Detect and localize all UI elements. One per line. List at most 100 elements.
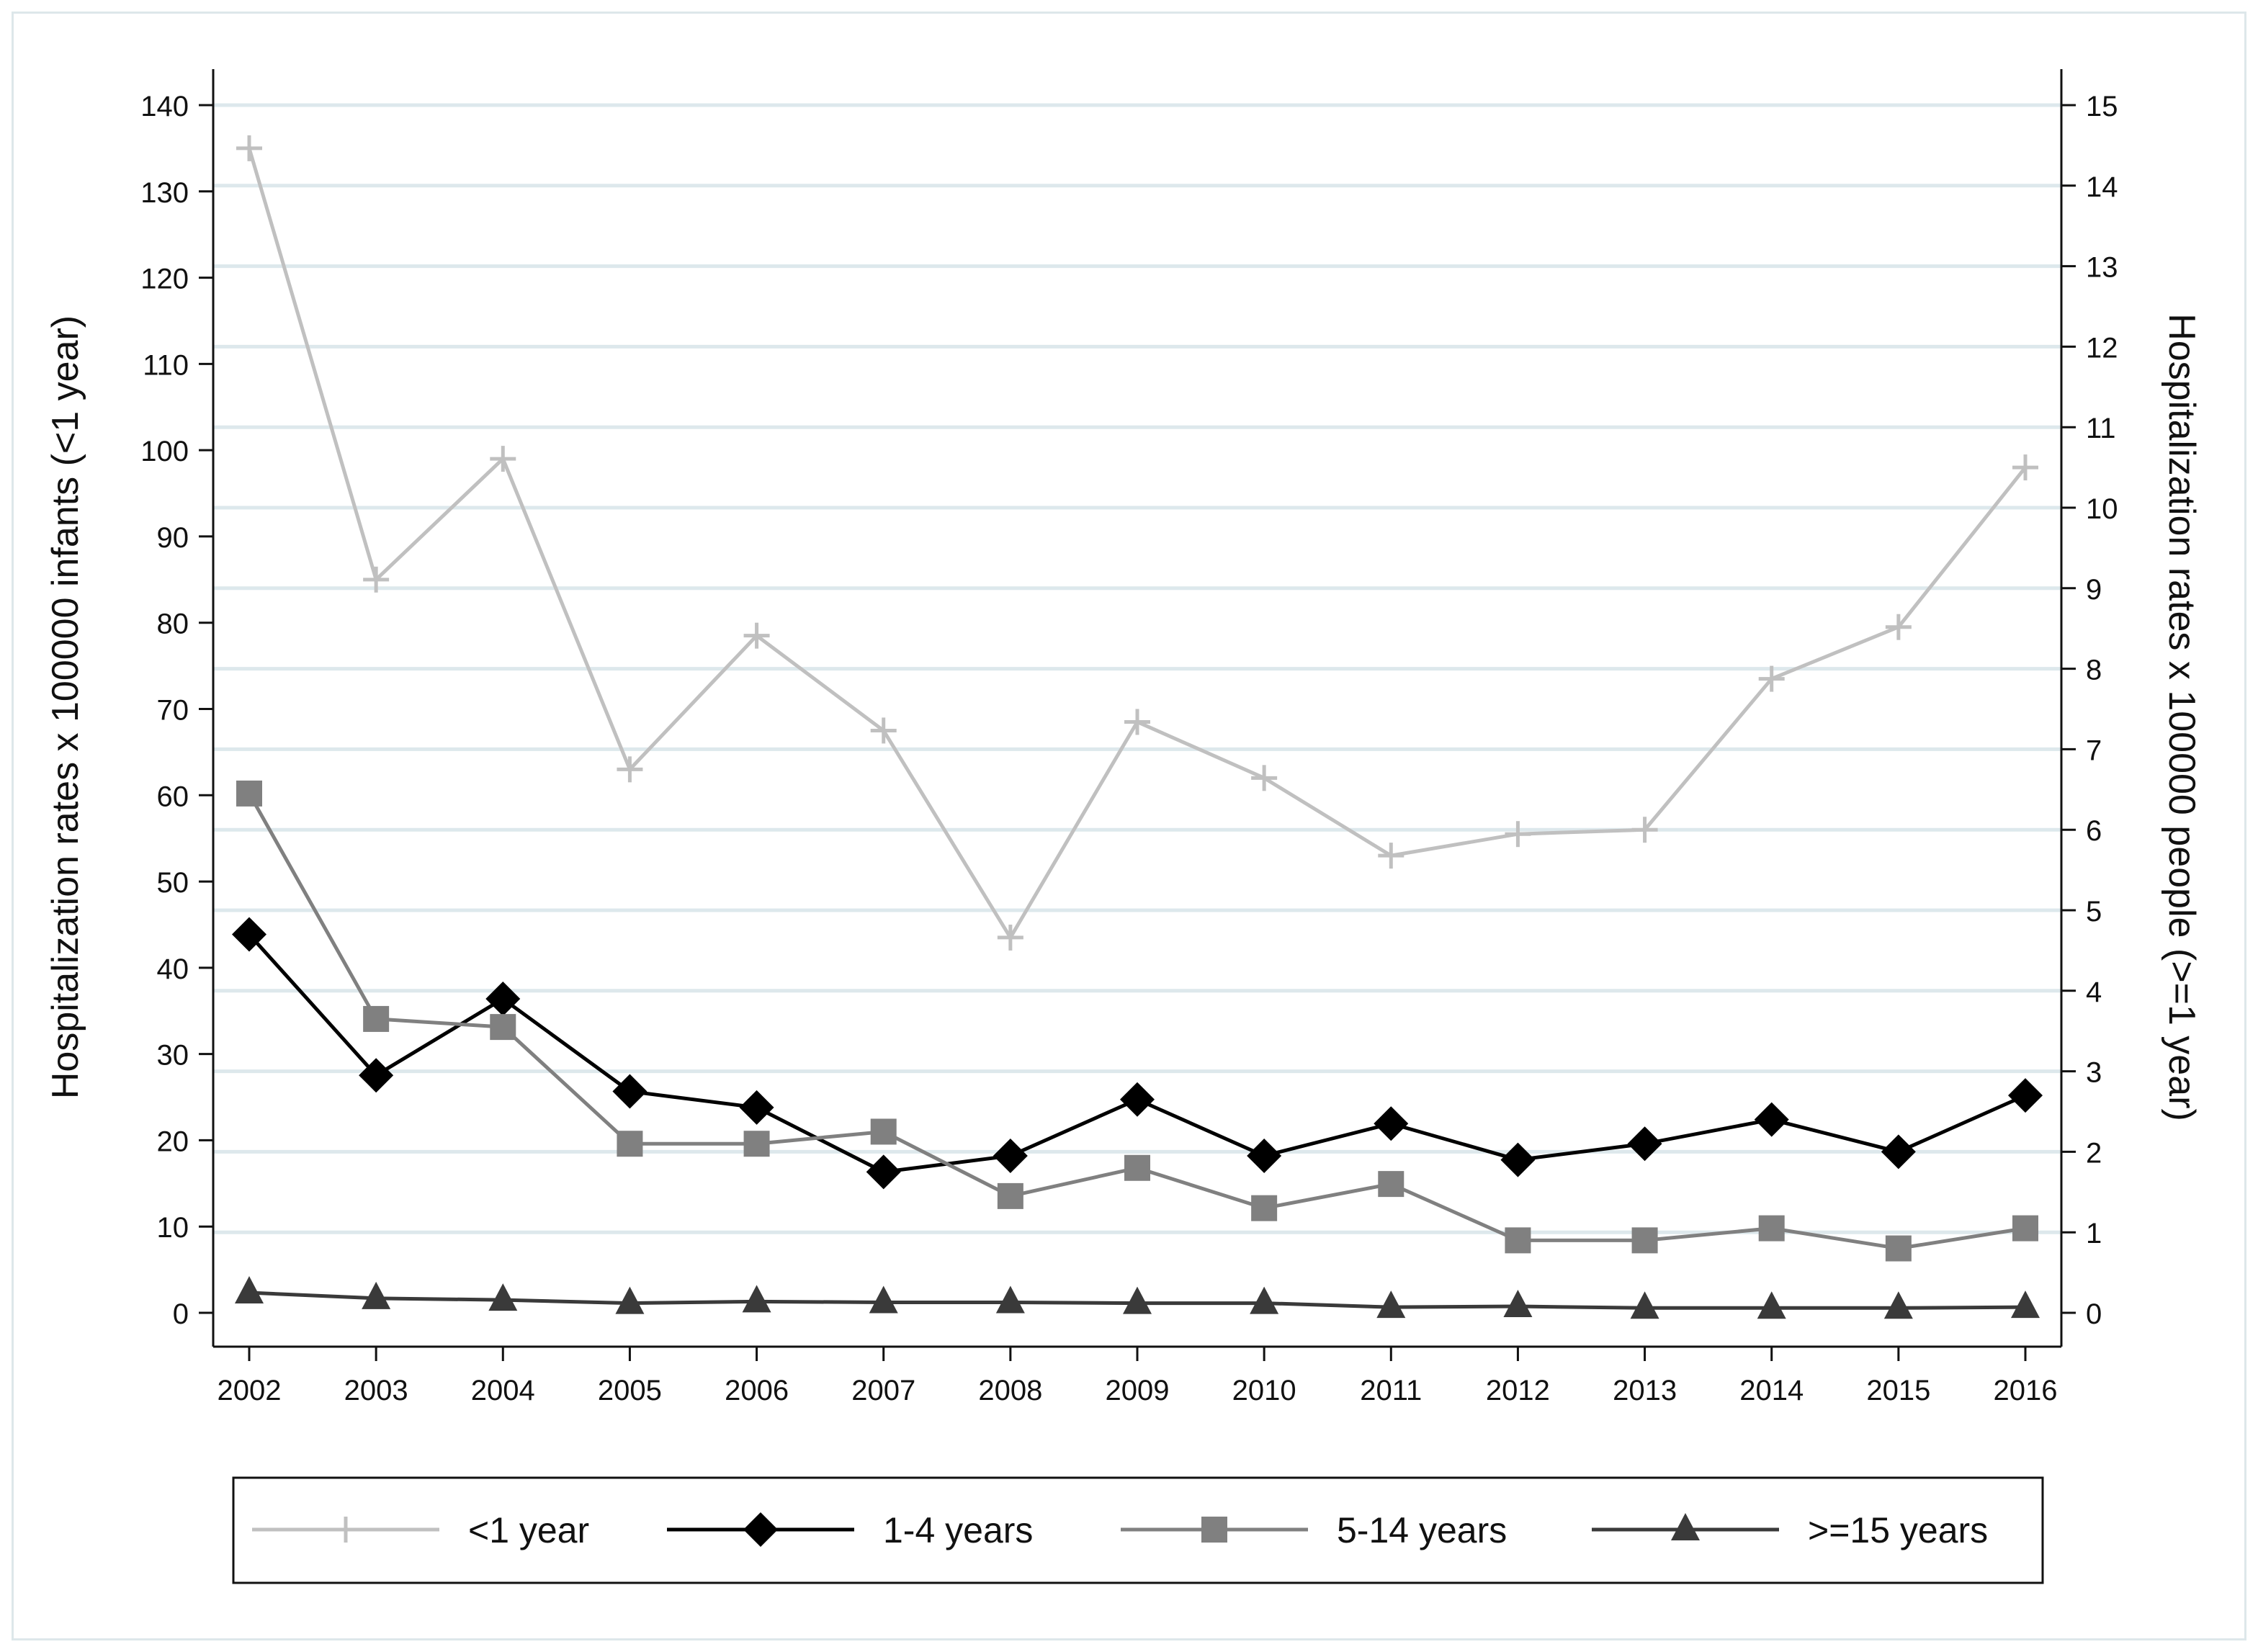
- y2-tick-label: 2: [2086, 1137, 2102, 1169]
- legend-marker-1: [333, 1517, 359, 1543]
- data-point-s1-2006: [743, 622, 770, 649]
- y2-tick-label: 0: [2086, 1298, 2102, 1330]
- data-point-s1-2012: [1505, 821, 1531, 848]
- y-tick-label: 30: [157, 1040, 189, 1072]
- legend: <1 year 1-4 years 5-14 years >=15 years: [232, 1476, 2044, 1584]
- x-tick-label: 2014: [1739, 1375, 1804, 1406]
- data-point-s1-2013: [1631, 817, 1658, 843]
- y2-tick-label: 9: [2086, 574, 2102, 606]
- data-point-s1-2002: [236, 135, 262, 161]
- y-tick-label: 0: [173, 1298, 189, 1330]
- data-point-s4-2007: [869, 1285, 898, 1314]
- y-axis-label: Hospitalization rates x 100000 infants (…: [45, 315, 86, 1099]
- legend-label-2: 1-4 years: [883, 1510, 1033, 1550]
- x-tick-label: 2004: [471, 1375, 535, 1406]
- data-point-s2-2003: [359, 1058, 394, 1093]
- y2-tick-label: 7: [2086, 735, 2102, 766]
- y2-tick-label: 13: [2086, 252, 2118, 284]
- data-point-s2-2008: [993, 1138, 1028, 1173]
- data-point-s3-2016: [2012, 1215, 2038, 1242]
- data-point-s3-2007: [870, 1118, 897, 1145]
- y2-axis-label: Hospitalization rates x 100000 people (>…: [2161, 313, 2203, 1121]
- data-point-s2-2015: [1881, 1134, 1916, 1170]
- x-tick-label: 2002: [218, 1375, 282, 1406]
- y-tick-label: 10: [157, 1212, 189, 1244]
- data-point-s2-2016: [2008, 1078, 2043, 1113]
- legend-label-3: 5-14 years: [1337, 1510, 1507, 1550]
- data-point-s3-2015: [1885, 1235, 1912, 1262]
- data-point-s2-2006: [739, 1090, 774, 1125]
- legend-marker-4: [1671, 1513, 1700, 1540]
- x-tick-label: 2003: [344, 1375, 408, 1406]
- data-point-s2-2002: [232, 917, 266, 952]
- data-point-s4-2002: [235, 1276, 264, 1304]
- data-point-s4-2011: [1376, 1290, 1406, 1319]
- y-tick-label: 40: [157, 953, 189, 985]
- x-tick-label: 2009: [1106, 1375, 1170, 1406]
- x-tick-label: 2011: [1360, 1375, 1422, 1406]
- y-tick-label: 110: [143, 349, 189, 381]
- data-point-s2-2009: [1120, 1082, 1155, 1117]
- data-point-s1-2015: [1885, 614, 1912, 640]
- data-point-s1-2003: [363, 566, 390, 593]
- x-tick-label: 2006: [725, 1375, 789, 1406]
- y-tick-label: 90: [157, 522, 189, 554]
- chart-frame: [12, 12, 2246, 1640]
- x-tick-label: 2016: [1994, 1375, 2058, 1406]
- data-point-s3-2005: [617, 1131, 643, 1157]
- data-point-s4-2004: [488, 1283, 518, 1311]
- y2-tick-label: 12: [2086, 332, 2118, 364]
- data-point-s4-2010: [1250, 1286, 1279, 1314]
- x-tick-label: 2010: [1232, 1375, 1296, 1406]
- data-point-s1-2014: [1758, 665, 1785, 692]
- y-tick-label: 130: [140, 177, 189, 209]
- y-tick-label: 60: [157, 781, 189, 812]
- data-point-s3-2006: [743, 1131, 770, 1157]
- data-point-s4-2013: [1630, 1291, 1659, 1319]
- data-point-s1-2008: [997, 924, 1023, 951]
- data-point-s2-2005: [612, 1074, 648, 1109]
- data-point-s3-2008: [997, 1182, 1023, 1209]
- data-point-s3-2009: [1124, 1154, 1150, 1181]
- data-point-s2-2004: [485, 981, 521, 1016]
- axis-ticks: 0102030405060708090100110120130140012345…: [140, 91, 2118, 1406]
- data-point-s3-2012: [1505, 1227, 1531, 1254]
- y2-tick-label: 6: [2086, 815, 2102, 847]
- x-tick-label: 2012: [1486, 1375, 1550, 1406]
- data-point-s3-2003: [363, 1005, 390, 1032]
- data-point-s3-2002: [236, 780, 262, 807]
- legend-marker-2: [743, 1512, 778, 1547]
- series-markers: [232, 135, 2043, 1319]
- legend-label-4: >=15 years: [1808, 1510, 1988, 1550]
- y2-tick-label: 1: [2086, 1218, 2102, 1249]
- data-point-s2-2012: [1500, 1142, 1536, 1177]
- x-tick-label: 2007: [851, 1375, 915, 1406]
- grid-lines: [213, 103, 2061, 1234]
- data-point-s3-2010: [1251, 1195, 1278, 1221]
- x-tick-label: 2008: [978, 1375, 1042, 1406]
- y2-tick-label: 10: [2086, 493, 2118, 525]
- data-point-s4-2012: [1503, 1290, 1533, 1318]
- data-point-s1-2011: [1378, 843, 1404, 869]
- data-point-s4-2015: [1883, 1291, 1913, 1319]
- data-point-s4-2006: [742, 1285, 771, 1313]
- y2-tick-label: 11: [2086, 413, 2116, 444]
- x-tick-label: 2005: [598, 1375, 662, 1406]
- data-point-s4-2003: [362, 1281, 391, 1309]
- data-point-s4-2008: [995, 1285, 1025, 1314]
- y-tick-label: 20: [157, 1126, 189, 1157]
- data-point-s1-2005: [617, 756, 643, 783]
- data-point-s4-2016: [2011, 1290, 2040, 1319]
- y2-tick-label: 4: [2086, 977, 2102, 1008]
- y2-tick-label: 3: [2086, 1057, 2102, 1089]
- x-tick-label: 2013: [1613, 1375, 1677, 1406]
- y-tick-label: 100: [140, 436, 189, 467]
- legend-marker-3: [1201, 1517, 1227, 1543]
- data-point-s3-2014: [1758, 1215, 1785, 1242]
- data-point-s4-2005: [615, 1286, 645, 1314]
- series-line-2: [248, 933, 2027, 1174]
- x-tick-label: 2015: [1866, 1375, 1930, 1406]
- data-point-s4-2014: [1757, 1291, 1786, 1319]
- data-point-s1-2004: [490, 446, 516, 472]
- data-point-s2-2014: [1754, 1102, 1789, 1137]
